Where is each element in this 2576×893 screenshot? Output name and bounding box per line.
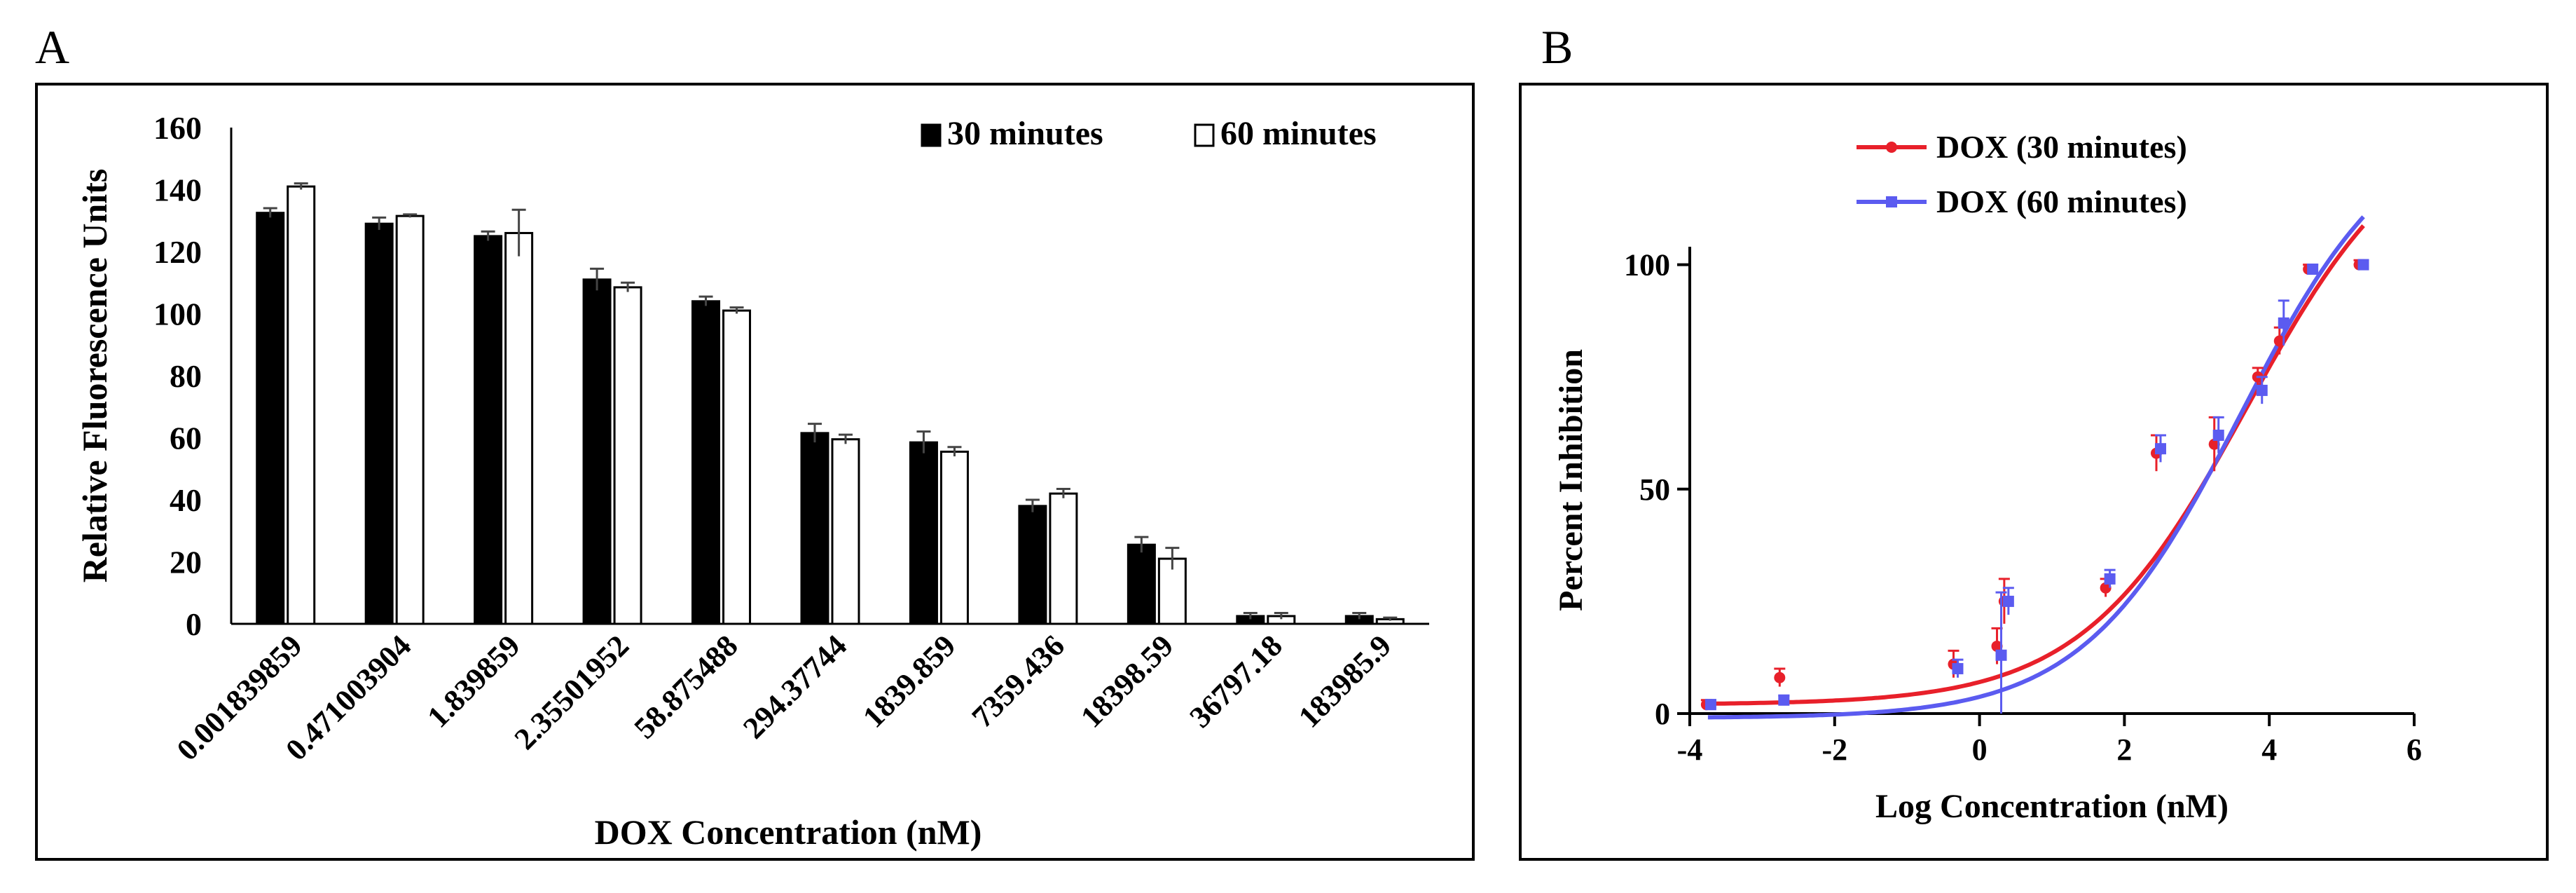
bar-60min	[1049, 492, 1078, 625]
y-tick-label: 160	[153, 110, 202, 146]
fit-curve-30min	[1707, 224, 2365, 706]
y-tick-label: 40	[170, 482, 202, 518]
data-point-60min	[2278, 317, 2289, 329]
bar-30min	[256, 212, 285, 625]
data-point-60min	[2357, 259, 2369, 271]
data-point-60min	[2256, 384, 2268, 396]
x-tick-label: 4	[2261, 732, 2277, 767]
data-point-30min	[2208, 438, 2220, 450]
bar-60min	[395, 214, 425, 625]
y-tick-label: 50	[1639, 472, 1670, 507]
legend-label: 30 minutes	[947, 115, 1103, 152]
data-point-30min	[2100, 582, 2112, 594]
panel-a-frame	[35, 83, 1475, 861]
bar-60min	[831, 438, 860, 625]
y-tick-label: 60	[170, 421, 202, 456]
fit-curve-60min	[1707, 215, 2365, 720]
data-point-30min	[2273, 335, 2285, 347]
bar-60min	[504, 231, 534, 625]
x-tick-label: 1.839859	[420, 628, 526, 734]
bar-60min	[613, 286, 642, 625]
data-point-60min	[2212, 429, 2224, 441]
x-axis-label: Log Concentration (nM)	[1875, 788, 2229, 825]
data-point-60min	[1704, 699, 1716, 711]
x-axis-label: DOX Concentration (nM)	[595, 812, 982, 852]
y-tick-label: 0	[1655, 697, 1670, 731]
bar-30min	[800, 432, 829, 625]
y-axis-label: Percent Inhibition	[1552, 349, 1590, 611]
x-tick-label: 2	[2116, 732, 2132, 767]
legend-swatch-60min	[1194, 123, 1215, 147]
bar-60min	[287, 185, 316, 625]
legend-swatch-30min	[921, 123, 942, 147]
x-tick-label: 18398.59	[1074, 628, 1180, 734]
data-point-60min	[2307, 264, 2319, 275]
data-point-60min	[2104, 573, 2116, 585]
x-tick-label: 183985.9	[1292, 628, 1398, 734]
dose-response-chart-b: 0 50 100 -4 -2 0 2 4 6 Percent Inhibition Log Conc…	[1552, 129, 2422, 825]
y-tick-label: 100	[1624, 248, 1670, 282]
y-tick-label: 80	[170, 358, 202, 394]
x-tick-label: 58.875488	[628, 628, 745, 745]
panel-b-letter: B	[1541, 20, 1573, 74]
bar-30min	[691, 300, 721, 625]
data-point-60min	[1778, 694, 1790, 706]
x-tick-label: 0	[1972, 732, 1988, 767]
data-point-60min	[1995, 649, 2007, 661]
bar-30min	[1018, 505, 1047, 625]
data-point-60min	[2002, 595, 2014, 607]
panel-b-frame	[1519, 83, 2549, 861]
bar-60min	[939, 450, 969, 625]
y-tick-label: 100	[153, 296, 202, 332]
y-tick-label: 0	[186, 606, 202, 642]
y-tick-label: 120	[153, 234, 202, 270]
data-point-30min	[1991, 640, 2003, 652]
data-point-60min	[1952, 662, 1964, 674]
bar-30min	[364, 222, 394, 625]
bar-30min	[1127, 543, 1156, 625]
legend-label-30min: DOX (30 minutes)	[1936, 129, 2187, 165]
legend-marker-60min	[1886, 196, 1897, 207]
y-tick-label: 20	[170, 545, 202, 580]
y-tick-label: 140	[153, 172, 202, 208]
data-point-60min	[2154, 443, 2166, 455]
y-axis-label: Relative Fluorescence Units	[75, 169, 114, 583]
bar-30min	[909, 441, 938, 625]
bar-30min	[474, 235, 503, 625]
data-point-30min	[1774, 672, 1786, 683]
x-tick-label: 294.37744	[736, 628, 853, 745]
x-tick-label: -4	[1677, 732, 1703, 767]
x-tick-label: 1839.859	[856, 628, 962, 734]
panel-a-letter: A	[35, 20, 70, 74]
legend-label: 60 minutes	[1220, 115, 1377, 152]
x-tick-label: -2	[1821, 732, 1847, 767]
x-tick-label: 2.35501952	[508, 628, 635, 756]
bar-30min	[582, 278, 612, 625]
bar-chart-a: 0 20 40 60 80 100 120 140 160 Relative Fluorescen…	[75, 110, 1429, 852]
bar-60min	[722, 309, 752, 625]
x-tick-label: 36797.18	[1183, 628, 1289, 734]
x-tick-label: 7359.436	[965, 628, 1071, 734]
legend-label-60min: DOX (60 minutes)	[1936, 184, 2187, 219]
x-tick-label: 6	[2406, 732, 2422, 767]
legend-marker-30min	[1886, 142, 1897, 153]
